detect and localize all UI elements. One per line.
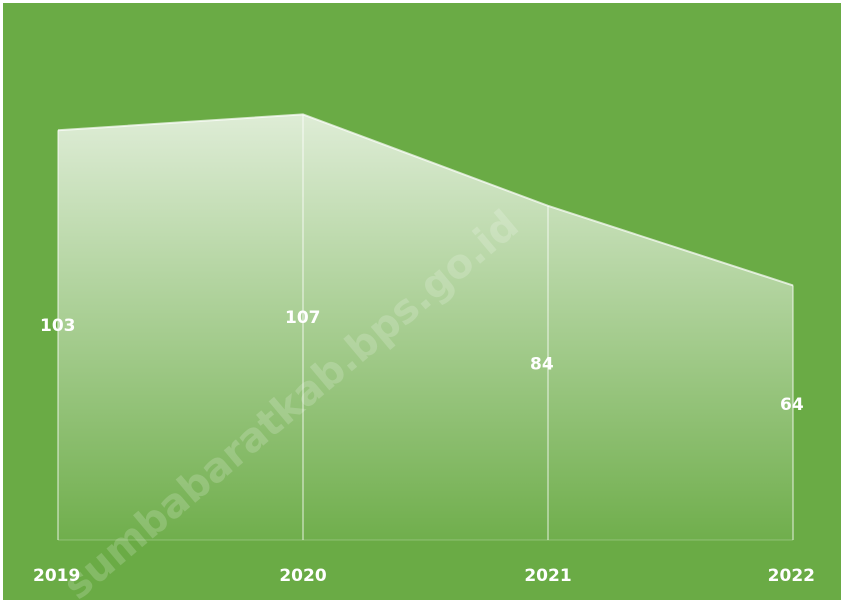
- data-label: 84: [530, 355, 554, 375]
- chart-area-background: 103 107 84 64 2019 2020 2021 2022 sumbabaratka…: [3, 3, 841, 600]
- data-label: 103: [40, 316, 76, 336]
- series-line: [57, 113, 794, 287]
- x-tick-label: 2021: [524, 566, 571, 586]
- x-tick-label: 2019: [33, 566, 80, 586]
- area-series: [58, 114, 793, 540]
- data-label: 64: [780, 395, 804, 415]
- x-tick-label: 2020: [279, 566, 326, 586]
- data-label: 107: [285, 308, 321, 328]
- x-tick-label: 2022: [768, 566, 815, 586]
